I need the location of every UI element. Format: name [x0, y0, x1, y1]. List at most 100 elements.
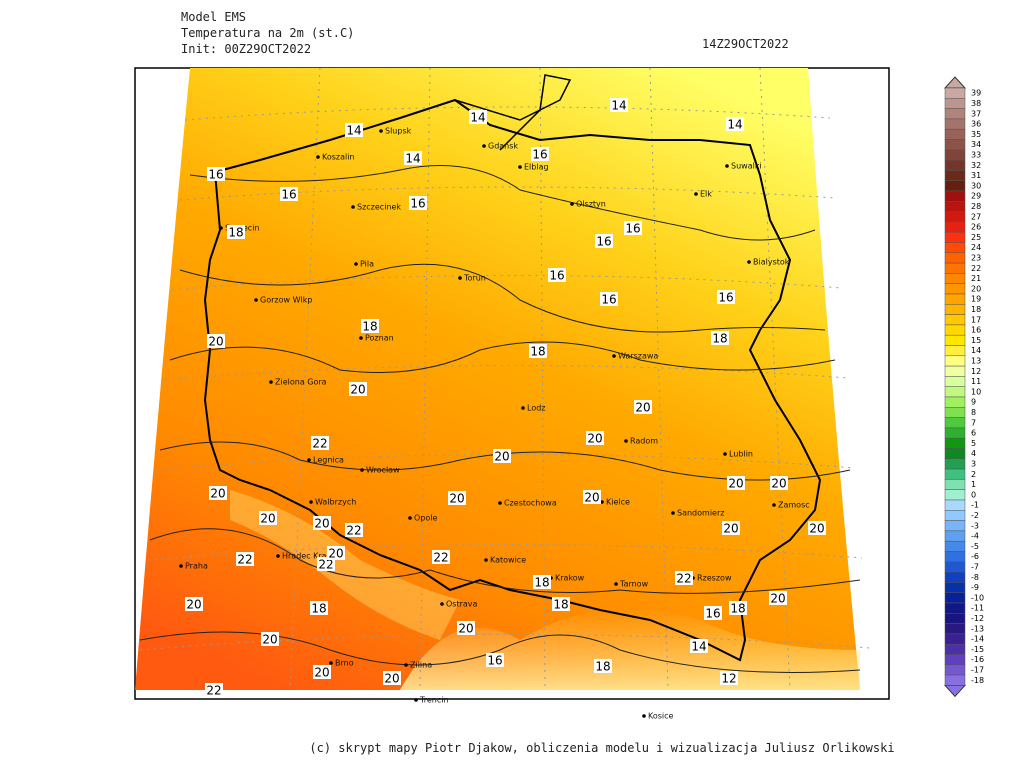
- contour-label-box: [409, 196, 427, 210]
- colorbar-swatch: [944, 571, 966, 583]
- contour-label-box: [383, 671, 401, 685]
- contour-label: 20: [494, 450, 509, 464]
- contour-label: 18: [730, 602, 745, 616]
- colorbar-swatch: [944, 314, 966, 326]
- contour-label: 20: [186, 598, 201, 612]
- contour-label-box: [726, 117, 744, 131]
- colorbar-swatch: [944, 643, 966, 655]
- contour-label-box: [261, 632, 279, 646]
- city-dot: [408, 516, 412, 520]
- city-dot: [747, 260, 751, 264]
- colorbar-swatch: [944, 499, 966, 511]
- contour-label: 20: [260, 512, 275, 526]
- contour-label: 14: [611, 99, 626, 113]
- city-dot: [404, 663, 408, 667]
- colorbar-swatch: [944, 468, 966, 480]
- city-dot: [725, 164, 729, 168]
- contour-label: 20: [458, 622, 473, 636]
- colorbar-label: -12: [971, 614, 984, 623]
- colorbar-swatch: [944, 231, 966, 243]
- colorbar-swatch: [944, 674, 966, 686]
- contour-label: 22: [433, 551, 448, 565]
- city-label: Tarnow: [619, 580, 649, 589]
- colorbar-end: [943, 684, 967, 698]
- contour-label: 14: [691, 640, 706, 654]
- contour-label-box: [704, 606, 722, 620]
- contour-label: 20: [350, 383, 365, 397]
- colorbar-swatch: [944, 530, 966, 542]
- colorbar-label: 10: [971, 387, 981, 396]
- city-dot: [316, 155, 320, 159]
- city-label: Lodz: [527, 404, 546, 413]
- contour-label-box: [595, 234, 613, 248]
- contour-label: 22: [206, 684, 221, 698]
- colorbar-swatch: [944, 396, 966, 408]
- border: [203, 98, 822, 662]
- contour-label-box: [717, 290, 735, 304]
- colorbar-label: 38: [971, 99, 981, 108]
- colorbar-swatch: [944, 427, 966, 439]
- contour-label: 16: [596, 235, 611, 249]
- city-label: Olsztyn: [576, 200, 606, 209]
- colorbar-swatch: [944, 417, 966, 429]
- colorbar-label: -6: [971, 552, 979, 561]
- contour-label-box: [280, 187, 298, 201]
- colorbar-swatch: [944, 149, 966, 161]
- contour-label: 20: [449, 492, 464, 506]
- colorbar-label: 13: [971, 356, 981, 365]
- city-label: Walbrzych: [315, 498, 356, 507]
- contour-label-box: [432, 550, 450, 564]
- contour-label: 20: [723, 522, 738, 536]
- colorbar-label: -9: [971, 583, 979, 592]
- city-dot: [329, 661, 333, 665]
- contour-label: 16: [705, 607, 720, 621]
- colorbar-label: 2: [971, 470, 976, 479]
- city-dot: [309, 500, 313, 504]
- city-label: Wroclaw: [366, 466, 400, 475]
- city-label: Torun: [463, 274, 486, 283]
- city-dot: [360, 468, 364, 472]
- colorbar-label: 9: [971, 398, 976, 407]
- colorbar-swatch: [944, 664, 966, 676]
- footer: (c) skrypt mapy Piotr Djakow, obliczenia…: [309, 741, 894, 755]
- colorbar-label: 25: [971, 233, 981, 242]
- contour-label: 16: [410, 197, 425, 211]
- contour-label-box: [586, 431, 604, 445]
- contour-label: 18: [712, 332, 727, 346]
- colorbar-swatch: [944, 633, 966, 645]
- city-dot: [600, 500, 604, 504]
- colorbar-label: -5: [971, 542, 979, 551]
- contour-label-box: [548, 268, 566, 282]
- colorbar-label: 6: [971, 429, 976, 438]
- colorbar-label: -1: [971, 501, 979, 510]
- contour-label-box: [207, 334, 225, 348]
- contour-label-box: [317, 557, 335, 571]
- city-label: Brno: [335, 659, 354, 668]
- city-dot: [354, 262, 358, 266]
- contour-label-box: [493, 449, 511, 463]
- colorbar-label: 22: [971, 264, 981, 273]
- city-dot: [440, 602, 444, 606]
- colorbar-label: 18: [971, 305, 981, 314]
- colorbar-label: 23: [971, 253, 981, 262]
- city-label: Koszalin: [322, 153, 355, 162]
- city-label: Lublin: [729, 450, 753, 459]
- colorbar-label: -17: [971, 665, 984, 674]
- contour-label-box: [720, 671, 738, 685]
- city-dot: [671, 511, 675, 515]
- city-dot: [179, 564, 183, 568]
- city-label: Katowice: [490, 556, 526, 565]
- colorbar-label: 8: [971, 408, 976, 417]
- contour-label: 20: [210, 487, 225, 501]
- colorbar-swatch: [944, 201, 966, 212]
- colorbar-swatch: [944, 407, 966, 418]
- colorbar-label: -15: [971, 645, 984, 654]
- contour-label: 16: [549, 269, 564, 283]
- colorbar-swatch: [944, 87, 966, 99]
- colorbar-label: 19: [971, 295, 981, 304]
- contour-label: 20: [584, 491, 599, 505]
- city-label: Kielce: [606, 498, 630, 507]
- colorbar-label: -14: [971, 635, 984, 644]
- colorbar-label: -2: [971, 511, 979, 520]
- colorbar-label: 36: [971, 120, 981, 129]
